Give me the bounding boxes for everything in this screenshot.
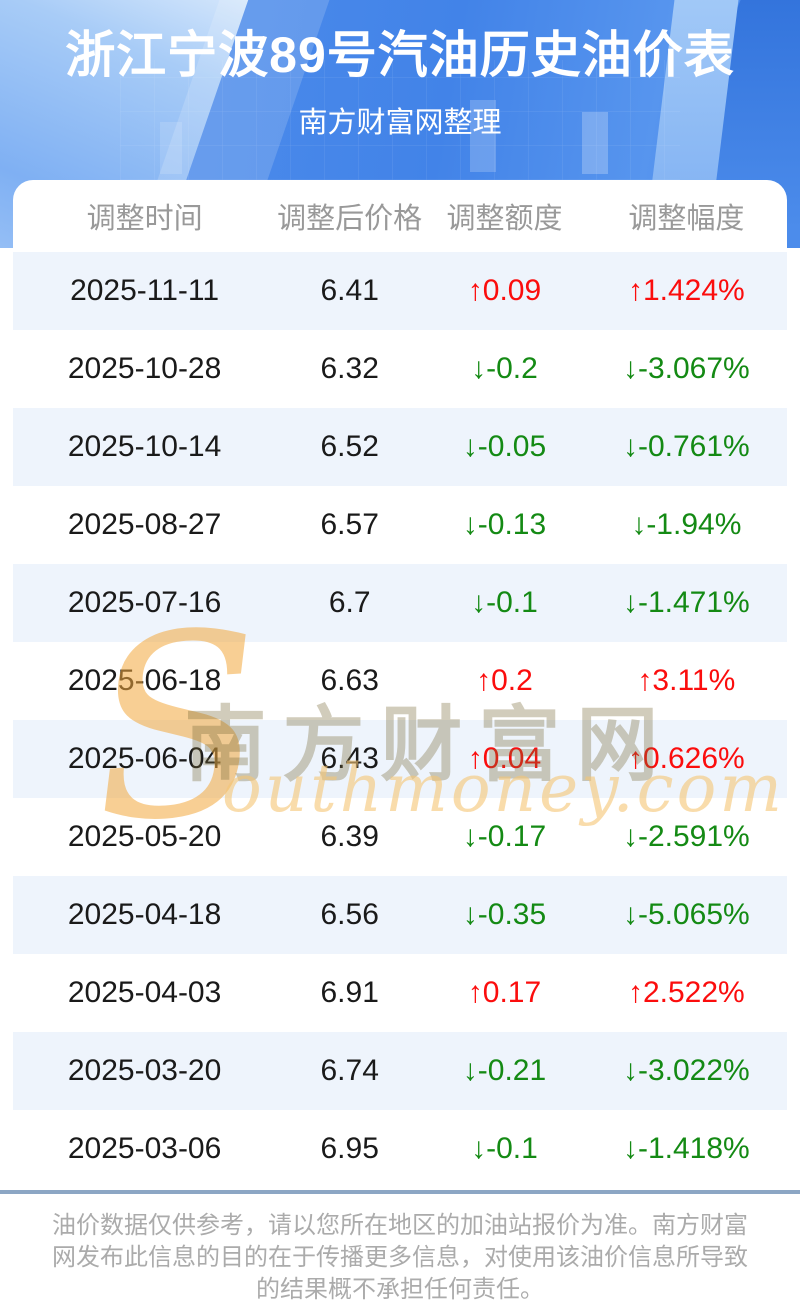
cell-adjust-date: 2025-05-20 <box>67 820 222 853</box>
page-title: 浙江宁波89号汽油历史油价表 <box>65 27 735 83</box>
cell-change-amount: ↓-0.35 <box>462 898 547 931</box>
cell-adjust-date: 2025-06-18 <box>67 664 222 697</box>
table-row: 2025-06-18 6.63 ↑0.2 ↑3.11% <box>13 642 787 720</box>
cell-change-percent: ↓-1.418% <box>622 1132 750 1165</box>
cell-change-amount: ↓-0.1 <box>471 1132 538 1165</box>
cell-price: 6.57 <box>320 508 379 541</box>
cell-adjust-date: 2025-06-04 <box>67 742 222 775</box>
cell-price: 6.74 <box>320 1054 379 1087</box>
footer-divider <box>0 1190 800 1194</box>
cell-change-amount: ↓-0.21 <box>462 1054 547 1087</box>
table-row: 2025-08-27 6.57 ↓-0.13 ↓-1.94% <box>13 486 787 564</box>
cell-change-amount: ↑0.04 <box>467 742 542 775</box>
cell-change-percent: ↓-1.471% <box>622 586 750 619</box>
cell-price: 6.63 <box>320 664 379 697</box>
cell-change-amount: ↓-0.17 <box>462 820 547 853</box>
cell-adjust-date: 2025-04-18 <box>67 898 222 931</box>
cell-change-amount: ↑0.2 <box>476 664 533 697</box>
cell-price: 6.56 <box>320 898 379 931</box>
cell-price: 6.41 <box>320 274 379 307</box>
cell-adjust-date: 2025-11-11 <box>70 274 220 307</box>
table-row: 2025-04-03 6.91 ↑0.17 ↑2.522% <box>13 954 787 1032</box>
table-row: 2025-10-14 6.52 ↓-0.05 ↓-0.761% <box>13 408 787 486</box>
column-header-adjust-range: 调整幅度 <box>628 203 745 235</box>
cell-adjust-date: 2025-04-03 <box>67 976 222 1009</box>
cell-price: 6.32 <box>320 352 379 385</box>
table-row: 2025-11-11 6.41 ↑0.09 ↑1.424% <box>13 252 787 330</box>
cell-change-percent: ↓-5.065% <box>622 898 750 931</box>
cell-price: 6.43 <box>320 742 379 775</box>
cell-change-percent: ↓-1.94% <box>631 508 742 541</box>
column-header-adjust-time: 调整时间 <box>86 203 203 235</box>
table-row: 2025-07-16 6.7 ↓-0.1 ↓-1.471% <box>13 564 787 642</box>
cell-change-percent: ↓-3.022% <box>622 1054 750 1087</box>
cell-change-percent: ↑0.626% <box>627 742 745 775</box>
table-row: 2025-03-06 6.95 ↓-0.1 ↓-1.418% <box>13 1110 787 1188</box>
cell-adjust-date: 2025-10-28 <box>67 352 222 385</box>
cell-adjust-date: 2025-03-06 <box>67 1132 222 1165</box>
cell-adjust-date: 2025-07-16 <box>67 586 222 619</box>
table-row: 2025-10-28 6.32 ↓-0.2 ↓-3.067% <box>13 330 787 408</box>
table-row: 2025-05-20 6.39 ↓-0.17 ↓-2.591% <box>13 798 787 876</box>
cell-change-percent: ↓-2.591% <box>622 820 750 853</box>
cell-change-amount: ↑0.09 <box>467 274 542 307</box>
cell-change-percent: ↑2.522% <box>627 976 745 1009</box>
cell-adjust-date: 2025-10-14 <box>67 430 222 463</box>
table-row: 2025-04-18 6.56 ↓-0.35 ↓-5.065% <box>13 876 787 954</box>
cell-change-percent: ↓-3.067% <box>622 352 750 385</box>
cell-adjust-date: 2025-08-27 <box>67 508 222 541</box>
cell-change-amount: ↓-0.2 <box>471 352 538 385</box>
cell-price: 6.7 <box>328 586 371 619</box>
cell-adjust-date: 2025-03-20 <box>67 1054 222 1087</box>
cell-change-percent: ↓-0.761% <box>622 430 750 463</box>
table-row: 2025-03-20 6.74 ↓-0.21 ↓-3.022% <box>13 1032 787 1110</box>
banner-subtitle: 南方财富网整理 <box>298 107 502 139</box>
disclaimer-text: 油价数据仅供参考，请以您所在地区的加油站报价为准。南方财富网发布此信息的目的在于… <box>52 1212 748 1303</box>
price-table-card: 调整时间 调整后价格 调整额度 调整幅度 2025-11-11 6.41 ↑0.… <box>13 180 787 1188</box>
cell-price: 6.95 <box>320 1132 379 1165</box>
cell-change-amount: ↓-0.13 <box>462 508 547 541</box>
cell-change-percent: ↑3.11% <box>637 664 736 697</box>
cell-price: 6.52 <box>320 430 379 463</box>
cell-change-amount: ↑0.17 <box>467 976 542 1009</box>
cell-change-amount: ↓-0.1 <box>471 586 538 619</box>
cell-change-amount: ↓-0.05 <box>462 430 547 463</box>
table-body: 2025-11-11 6.41 ↑0.09 ↑1.424% 2025-10-28… <box>13 252 787 1188</box>
cell-price: 6.39 <box>320 820 379 853</box>
table-row: 2025-06-04 6.43 ↑0.04 ↑0.626% <box>13 720 787 798</box>
table-header-row: 调整时间 调整后价格 调整额度 调整幅度 <box>13 180 787 252</box>
cell-price: 6.91 <box>320 976 379 1009</box>
cell-change-percent: ↑1.424% <box>627 274 745 307</box>
column-header-adjusted-price: 调整后价格 <box>277 203 423 235</box>
column-header-adjust-amount: 调整额度 <box>446 203 563 235</box>
